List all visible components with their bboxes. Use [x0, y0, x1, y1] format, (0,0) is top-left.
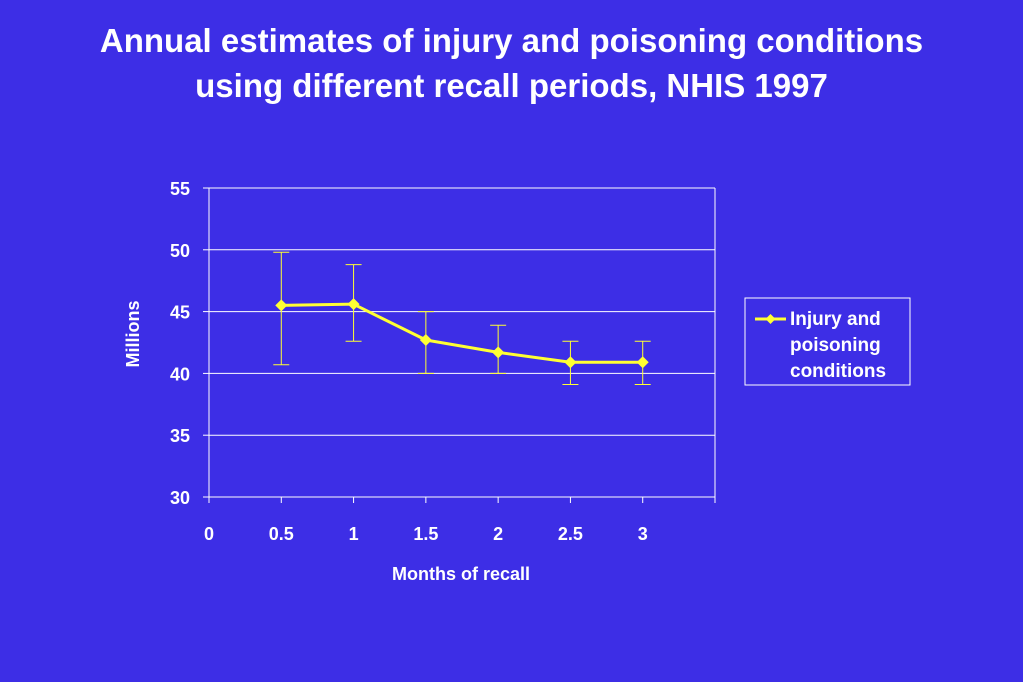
- x-tick-label: 1: [349, 524, 359, 544]
- legend: Injury and poisoning conditions: [744, 297, 911, 386]
- slide-title: Annual estimates of injury and poisoning…: [99, 22, 924, 104]
- legend-label-line-3: conditions: [790, 361, 886, 382]
- y-tick-label: 50: [170, 241, 190, 261]
- y-tick-label: 40: [170, 364, 190, 384]
- legend-label-line-2: poisoning: [790, 335, 881, 356]
- x-tick-label: 2.5: [558, 524, 583, 544]
- y-tick-label: 35: [170, 426, 190, 446]
- x-tick-label: 1.5: [413, 524, 438, 544]
- data-point-marker: [564, 356, 577, 369]
- x-axis-ticks: 0 0.5 1 1.5 2 2.5 3: [204, 497, 716, 544]
- y-axis-label: Millions: [123, 301, 143, 368]
- x-axis-label: Months of recall: [392, 564, 530, 584]
- axes: [208, 188, 716, 498]
- y-tick-label: 55: [170, 179, 190, 199]
- y-tick-label: 30: [170, 488, 190, 508]
- data-point-marker: [347, 298, 360, 311]
- data-point-marker: [492, 346, 505, 359]
- gridlines: [209, 187, 715, 498]
- data-point-marker: [419, 334, 432, 347]
- legend-box: [744, 297, 911, 386]
- data-point-marker: [636, 356, 649, 369]
- x-tick-label: 0.5: [269, 524, 294, 544]
- y-axis-ticks: 30 35 40 45 50 55: [170, 179, 209, 508]
- x-tick-label: 3: [638, 524, 648, 544]
- data-point-marker: [275, 299, 288, 312]
- x-tick-label: 2: [493, 524, 503, 544]
- error-bars: [273, 251, 651, 386]
- legend-label: Injury and poisoning conditions: [790, 309, 886, 382]
- y-tick-label: 45: [170, 303, 190, 323]
- data-series: [275, 298, 649, 369]
- series-line: [281, 302, 643, 364]
- legend-diamond-marker: [765, 314, 776, 324]
- legend-label-line-1: Injury and: [790, 309, 881, 330]
- x-tick-label: 0: [204, 524, 214, 544]
